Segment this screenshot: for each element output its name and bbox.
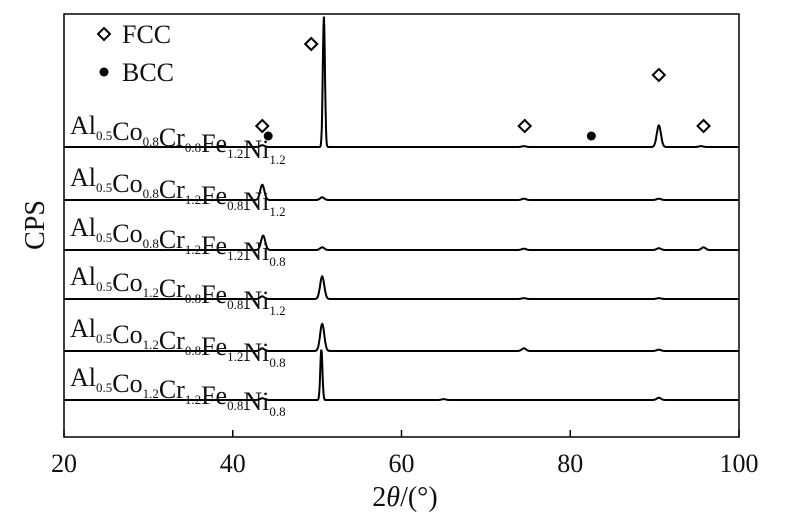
label-subscript: 0.5 <box>96 380 112 395</box>
legend: FCC BCC <box>96 20 174 87</box>
label-element: Fe <box>201 181 227 210</box>
label-element: Fe <box>201 381 227 410</box>
label-element: Co <box>112 320 142 349</box>
curve-labels-group: Al0.5Co0.8Cr0.8Fe1.2Ni1.2Al0.5Co0.8Cr1.2… <box>70 111 286 419</box>
label-element: Cr <box>159 225 185 254</box>
label-element: Ni <box>243 387 269 416</box>
label-subscript: 1.2 <box>143 386 159 401</box>
x-axis-title-suffix: /(°) <box>400 482 438 513</box>
label-subscript: 0.8 <box>269 254 285 269</box>
label-element: Ni <box>243 135 269 164</box>
curve-label-6: Al0.5Co1.2Cr1.2Fe0.8Ni0.8 <box>70 363 286 419</box>
curve-label-5: Al0.5Co1.2Cr0.8Fe1.2Ni0.8 <box>70 314 286 370</box>
legend-bcc-label: BCC <box>122 58 174 87</box>
label-subscript: 0.5 <box>96 128 112 143</box>
fcc-marker-3 <box>303 36 319 52</box>
label-subscript: 1.2 <box>185 242 201 257</box>
label-element: Co <box>112 369 142 398</box>
label-subscript: 0.8 <box>269 404 285 419</box>
x-tick-label-100: 100 <box>720 449 759 478</box>
label-subscript: 0.8 <box>185 291 201 306</box>
xrd-curve-2 <box>64 183 739 201</box>
label-subscript: 1.2 <box>227 248 243 263</box>
fcc-marker-4 <box>517 118 533 134</box>
curve-label-3: Al0.5Co0.8Cr1.2Fe1.2Ni0.8 <box>70 213 286 269</box>
label-subscript: 0.8 <box>185 343 201 358</box>
phase-markers-group <box>254 36 711 141</box>
xrd-curve-5 <box>64 322 739 352</box>
label-subscript: 0.8 <box>185 140 201 155</box>
fcc-marker-7 <box>696 118 711 134</box>
label-element: Fe <box>201 280 227 309</box>
label-element: Fe <box>201 129 227 158</box>
label-subscript: 0.5 <box>96 230 112 245</box>
label-subscript: 0.8 <box>143 134 159 149</box>
label-element: Ni <box>243 237 269 266</box>
x-axis-title: 2θ/(°) <box>372 482 437 513</box>
label-element: Ni <box>243 286 269 315</box>
fcc-marker-1 <box>254 118 270 134</box>
label-element: Co <box>112 169 142 198</box>
label-element: Cr <box>159 175 185 204</box>
y-axis-title: CPS <box>20 200 51 250</box>
x-tick-label-20: 20 <box>51 449 77 478</box>
label-element: Fe <box>201 231 227 260</box>
x-axis-ticks: 20 40 60 80 100 <box>51 430 759 478</box>
fcc-marker-6 <box>651 67 667 83</box>
label-subscript: 1.2 <box>227 349 243 364</box>
label-subscript: 0.8 <box>227 398 243 413</box>
label-subscript: 0.8 <box>143 236 159 251</box>
label-subscript: 0.8 <box>143 186 159 201</box>
label-subscript: 1.2 <box>269 204 285 219</box>
curve-label-1: Al0.5Co0.8Cr0.8Fe1.2Ni1.2 <box>70 111 286 167</box>
label-subscript: 0.5 <box>96 331 112 346</box>
label-element: Co <box>112 268 142 297</box>
label-subscript: 1.2 <box>143 285 159 300</box>
label-subscript: 0.8 <box>227 297 243 312</box>
label-element: Al <box>70 163 96 192</box>
bcc-marker-2 <box>263 131 273 141</box>
label-element: Co <box>112 117 142 146</box>
label-subscript: 1.2 <box>269 152 285 167</box>
label-element: Al <box>70 363 96 392</box>
label-element: Cr <box>159 326 185 355</box>
x-tick-label-40: 40 <box>220 449 246 478</box>
label-subscript: 1.2 <box>227 146 243 161</box>
label-element: Cr <box>159 375 185 404</box>
curve-label-4: Al0.5Co1.2Cr0.8Fe0.8Ni1.2 <box>70 262 286 318</box>
label-element: Fe <box>201 332 227 361</box>
legend-fcc-label: FCC <box>122 20 171 49</box>
x-axis-title-prefix: 2 <box>372 482 386 513</box>
label-subscript: 1.2 <box>269 303 285 318</box>
label-subscript: 0.5 <box>96 180 112 195</box>
xrd-curve-1 <box>64 16 739 148</box>
legend-fcc-marker <box>96 26 112 42</box>
label-subscript: 1.2 <box>185 392 201 407</box>
label-element: Co <box>112 219 142 248</box>
label-element: Ni <box>243 338 269 367</box>
label-subscript: 0.8 <box>269 355 285 370</box>
label-subscript: 1.2 <box>143 337 159 352</box>
x-tick-label-60: 60 <box>389 449 415 478</box>
xrd-curve-6 <box>64 349 739 401</box>
x-axis-title-theta: θ <box>386 482 400 513</box>
label-element: Cr <box>159 123 185 152</box>
label-subscript: 0.8 <box>227 198 243 213</box>
xrd-curve-4 <box>64 274 739 300</box>
label-element: Al <box>70 262 96 291</box>
label-element: Al <box>70 213 96 242</box>
curve-label-2: Al0.5Co0.8Cr1.2Fe0.8Ni1.2 <box>70 163 286 219</box>
x-tick-label-80: 80 <box>557 449 583 478</box>
label-element: Ni <box>243 187 269 216</box>
bcc-marker-5 <box>586 131 596 141</box>
label-element: Cr <box>159 274 185 303</box>
label-subscript: 1.2 <box>185 192 201 207</box>
curves-group <box>64 16 739 401</box>
label-element: Al <box>70 314 96 343</box>
label-element: Al <box>70 111 96 140</box>
xrd-curve-3 <box>64 234 739 251</box>
label-subscript: 0.5 <box>96 279 112 294</box>
legend-bcc-marker <box>99 67 109 77</box>
